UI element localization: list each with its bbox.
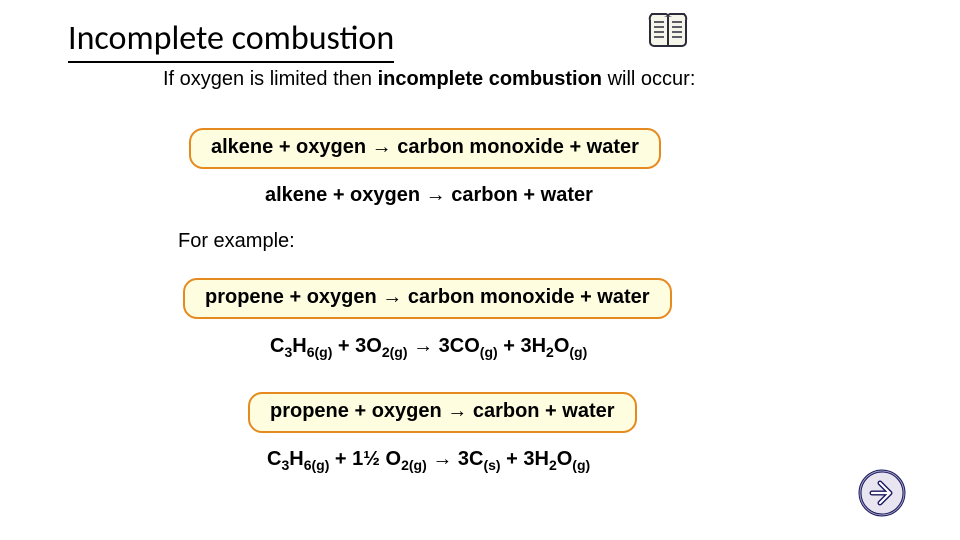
intro-suffix: will occur: <box>602 68 695 90</box>
equation-box-1: alkene + oxygen → carbon monoxide + wate… <box>189 128 661 169</box>
book-icon <box>648 10 690 55</box>
for-example-label: For example: <box>178 230 295 253</box>
next-arrow-icon[interactable] <box>858 469 906 522</box>
chemical-equation-2: C3H6(g) + 1½ O2(g) → 3C(s) + 3H2O(g) <box>267 448 590 471</box>
page-title: Incomplete combustion <box>68 18 394 63</box>
equation-plain-1: alkene + oxygen → carbon + water <box>265 184 593 207</box>
intro-text: If oxygen is limited then incomplete com… <box>163 68 695 91</box>
equation-box-3: propene + oxygen → carbon + water <box>248 392 637 433</box>
chemical-equation-1: C3H6(g) + 3O2(g) → 3CO(g) + 3H2O(g) <box>270 335 587 358</box>
equation-box-2: propene + oxygen → carbon monoxide + wat… <box>183 278 672 319</box>
intro-prefix: If oxygen is limited then <box>163 68 378 90</box>
intro-bold: incomplete combustion <box>378 68 602 90</box>
